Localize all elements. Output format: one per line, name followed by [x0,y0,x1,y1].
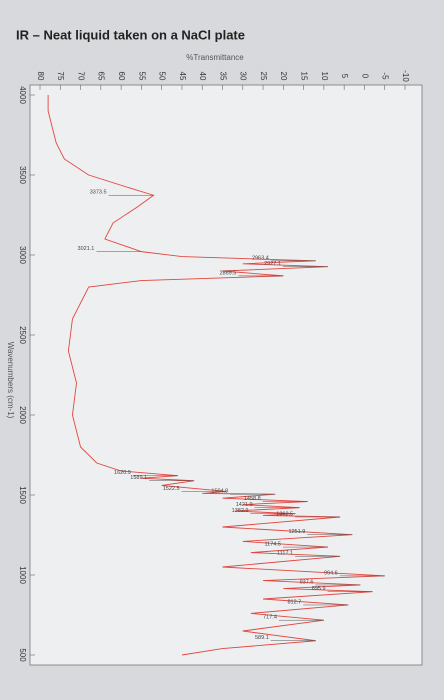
annotation-label: 1458.8 [244,496,261,502]
annotation-label: 3021.1 [78,246,95,252]
y-tick-label: -10 [401,70,410,82]
annotation-label: 1620.9 [114,470,131,476]
y-tick-label: 40 [198,72,207,81]
annotation-label: 1362.5 [276,511,293,517]
annotation-label: 1251.9 [288,529,305,535]
x-tick-label: 500 [18,648,27,662]
y-tick-label: 25 [259,72,268,81]
y-tick-label: 15 [300,72,309,81]
annotation-label: 1421.0 [236,502,253,508]
annotation-label: 1117.1 [277,551,293,557]
plot-frame [29,84,423,666]
y-tick-label: 35 [218,72,227,81]
annotation-label: 2927.1 [264,261,281,267]
y-tick-label: 70 [76,72,85,81]
annotation-label: 1174.5 [265,542,281,548]
annotation-label: 937.6 [300,579,314,585]
spectrum-line [47,95,385,656]
annotation-label: 2963.4 [252,255,269,261]
y-tick-label: 5 [340,74,349,79]
y-tick-label: 55 [137,72,146,81]
annotation-label: 2869.5 [220,270,237,276]
y-tick-label: 20 [279,72,288,81]
x-tick-label: 4000 [18,86,27,104]
y-axis-label: %Transmittance [186,53,244,62]
y-tick-label: 75 [56,72,65,81]
x-tick-label: 2000 [18,406,27,424]
x-tick-label: 1000 [18,566,27,584]
annotation-label: 717.4 [263,615,277,621]
x-tick-label: 3000 [18,246,27,264]
annotation-label: 895.9 [312,586,326,592]
annotation-label: 1382.9 [232,508,249,514]
y-tick-label: 45 [178,72,187,81]
y-tick-label: 10 [320,72,329,81]
y-tick-label: 80 [36,72,45,81]
annotation-label: 1589.1 [130,475,147,481]
y-tick-label: 60 [117,72,126,81]
x-tick-label: 3500 [18,166,27,184]
annotation-label: 994.6 [324,570,338,576]
annotation-label: 1522.5 [163,486,180,492]
annotation-label: 3373.5 [90,190,107,196]
annotation-label: 812.7 [287,599,301,605]
y-tick-label: -5 [381,72,390,80]
annotation-label: 589.1 [255,635,269,641]
y-tick-label: 0 [360,74,369,79]
x-tick-label: 2500 [18,326,27,344]
y-tick-label: 50 [158,72,167,81]
y-tick-label: 30 [239,72,248,81]
y-tick-label: 65 [97,72,106,81]
x-axis-label: Wavenumbers (cm-1) [6,342,15,419]
x-tick-label: 1500 [18,486,27,504]
annotation-label: 1504.8 [211,489,228,495]
chart-title: IR – Neat liquid taken on a NaCl plate [16,27,245,42]
